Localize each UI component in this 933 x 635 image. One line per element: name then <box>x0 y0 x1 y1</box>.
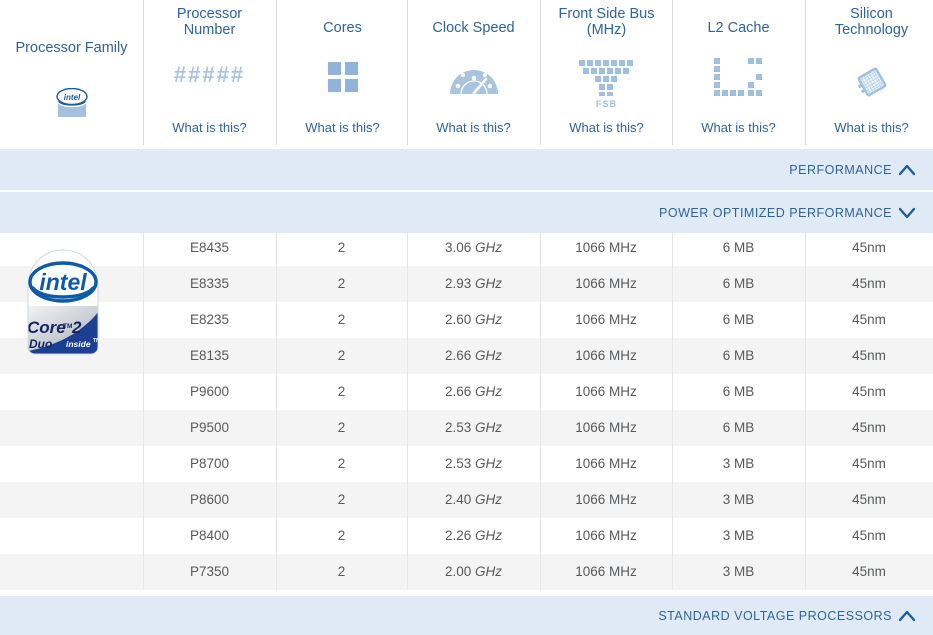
svg-text:Duo: Duo <box>29 337 52 351</box>
svg-text:TM: TM <box>63 323 72 330</box>
svg-text:intel: intel <box>63 93 80 102</box>
svg-text:Core: Core <box>27 318 66 337</box>
svg-text:intel: intel <box>39 269 87 295</box>
svg-text:TM: TM <box>93 338 100 344</box>
svg-text:inside: inside <box>66 339 91 349</box>
svg-text:2: 2 <box>71 318 82 337</box>
